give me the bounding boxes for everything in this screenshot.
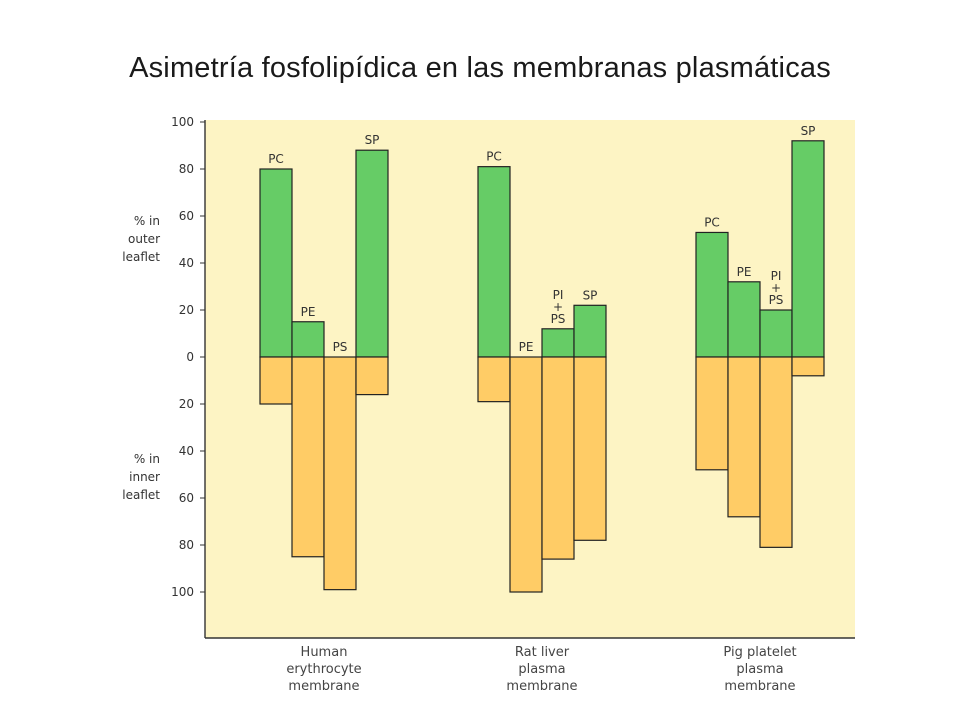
bar-inner: [355, 356, 389, 396]
bar-label: PI: [771, 269, 782, 283]
y-tick-label: 40: [179, 256, 194, 270]
bar-inner: [509, 356, 543, 593]
bar-label: +: [771, 281, 781, 295]
bar-label: SP: [583, 288, 598, 302]
group-label: membrane: [724, 679, 795, 694]
y-tick-label: 100: [171, 115, 194, 129]
bar-label: PE: [301, 305, 316, 319]
bar-outer: [727, 281, 761, 358]
bar-label: PE: [737, 265, 752, 279]
bar-outer: [791, 140, 825, 358]
group-label: plasma: [518, 662, 565, 677]
bar-inner: [259, 356, 293, 405]
bar-inner: [695, 356, 729, 471]
bar-inner: [727, 356, 761, 518]
group-label: Pig platelet: [723, 645, 796, 660]
y-axis-label-inner: inner: [129, 470, 160, 484]
bar-inner: [477, 356, 511, 403]
bar-outer: [477, 166, 511, 358]
y-axis-label-outer: outer: [128, 232, 160, 246]
y-axis-label-inner: % in: [134, 452, 160, 466]
y-tick-label: 0: [186, 350, 194, 364]
bar-outer: [573, 304, 607, 358]
y-tick-label: 80: [179, 162, 194, 176]
bar-label: +: [553, 300, 563, 314]
bar-inner: [759, 356, 793, 548]
bar-inner: [541, 356, 575, 560]
bar-label: SP: [801, 124, 816, 138]
bar-outer: [259, 168, 293, 358]
group-label: Human: [301, 645, 348, 660]
group-label: membrane: [288, 679, 359, 694]
bar-outer: [355, 149, 389, 358]
y-tick-label: 60: [179, 491, 194, 505]
y-axis-label-inner: leaflet: [122, 488, 160, 502]
group-label: erythrocyte: [286, 662, 361, 677]
bar-inner: [791, 356, 825, 377]
slide-title: Asimetría fosfolipídica en las membranas…: [129, 52, 831, 84]
bar-label: PC: [704, 215, 720, 229]
group-label: Rat liver: [515, 645, 570, 660]
y-axis-label-outer: % in: [134, 214, 160, 228]
bar-outer: [541, 328, 575, 358]
bar-label: PS: [333, 340, 348, 354]
bar-label: SP: [365, 133, 380, 147]
bar-inner: [323, 356, 357, 591]
bar-inner: [291, 356, 325, 558]
y-tick-label: 100: [171, 585, 194, 599]
bar-inner: [573, 356, 607, 541]
bars-layer: [259, 140, 825, 593]
group-label: membrane: [506, 679, 577, 694]
bar-outer: [759, 309, 793, 358]
y-tick-label: 20: [179, 397, 194, 411]
y-axis: 100 80 60 40 20 0 20 40 60 80 100 % in outer leaflet%…: [122, 115, 855, 639]
group-label: plasma: [736, 662, 783, 677]
bar-label: PC: [268, 152, 284, 166]
bar-outer: [291, 321, 325, 358]
y-tick-label: 80: [179, 538, 194, 552]
bar-outer: [695, 231, 729, 358]
bar-label: PE: [519, 340, 534, 354]
bar-label: PC: [486, 150, 502, 164]
bar-label: PS: [769, 293, 784, 307]
y-tick-label: 20: [179, 303, 194, 317]
y-tick-label: 60: [179, 209, 194, 223]
bar-label: PI: [553, 288, 564, 302]
y-tick-label: 40: [179, 444, 194, 458]
bar-label: PS: [551, 312, 566, 326]
y-axis-label-outer: leaflet: [122, 250, 160, 264]
group-labels-layer: Human erythrocyte membrane Rat liver plasma m…: [286, 645, 796, 694]
